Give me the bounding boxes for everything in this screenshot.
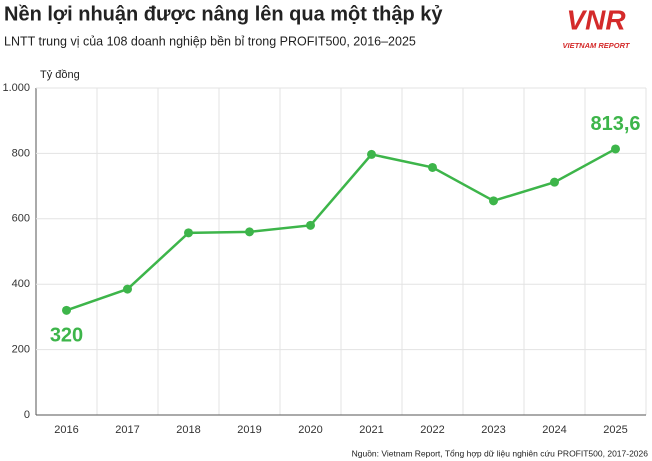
x-tick-label: 2019 — [237, 424, 261, 436]
x-tick-label: 2025 — [603, 424, 627, 436]
point — [306, 220, 315, 230]
x-tick-label: 2020 — [298, 424, 322, 436]
point — [428, 162, 437, 172]
x-tick-label: 2022 — [420, 424, 444, 436]
y-tick-label: 400 — [12, 278, 30, 290]
logo-text: VIETNAM REPORT — [563, 41, 631, 50]
point — [550, 177, 559, 187]
point — [489, 196, 498, 206]
chart-title: Nền lợi nhuận được nâng lên qua một thập… — [4, 3, 443, 25]
value-label: 813,6 — [590, 113, 640, 135]
point — [367, 149, 376, 159]
point — [611, 144, 620, 154]
point — [245, 227, 254, 237]
x-tick-label: 2023 — [481, 424, 505, 436]
point — [62, 305, 71, 315]
line — [66, 147, 617, 312]
y-tick-label: 1.000 — [2, 82, 30, 94]
x-tick-label: 2024 — [542, 424, 566, 436]
x-tick-label: 2018 — [176, 424, 200, 436]
y-tick-label: 200 — [12, 344, 30, 356]
value-label: 320 — [50, 325, 83, 347]
y-tick-label: 800 — [12, 147, 30, 159]
x-tick-label: 2021 — [359, 424, 383, 436]
logo-mark: VNR — [566, 4, 626, 35]
y-axis-label: Tỷ đồng — [40, 69, 80, 81]
point — [184, 228, 193, 238]
x-tick-label: 2016 — [54, 424, 78, 436]
y-tick-label: 600 — [12, 213, 30, 225]
x-tick-label: 2017 — [115, 424, 139, 436]
point — [123, 284, 132, 294]
source-note: Nguồn: Vietnam Report, Tổng hợp dữ liệu … — [352, 448, 649, 458]
y-tick-label: 0 — [24, 409, 30, 421]
chart-subtitle: LNTT trung vị của 108 doanh nghiệp bền b… — [4, 34, 416, 48]
